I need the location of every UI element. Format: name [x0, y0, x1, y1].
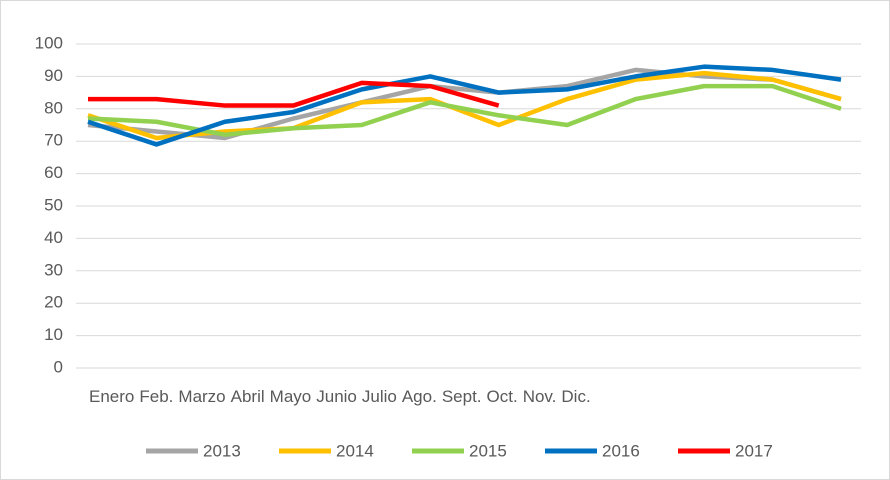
legend-label: 2014 — [336, 441, 374, 460]
y-tick-label: 80 — [44, 98, 63, 117]
y-tick-label: 30 — [44, 260, 63, 279]
x-tick-label: Marzo — [178, 387, 226, 406]
legend-label: 2013 — [203, 441, 241, 460]
x-tick-label: Nov. — [522, 387, 557, 406]
x-tick-label: Dic. — [561, 387, 591, 406]
y-tick-label: 20 — [44, 293, 63, 312]
y-tick-label: 50 — [44, 195, 63, 214]
y-tick-label: 0 — [54, 357, 63, 376]
y-tick-label: 70 — [44, 131, 63, 150]
x-tick-label: Ago. — [401, 387, 437, 406]
x-tick-label: Sept. — [441, 387, 482, 406]
y-tick-label: 90 — [44, 66, 63, 85]
x-axis-labels: Enero Feb. Marzo Abril Mayo Junio Julio Ago. Sep… — [89, 387, 591, 407]
x-tick-label: Junio — [316, 387, 357, 406]
x-tick-label: Mayo — [269, 387, 312, 406]
legend-label: 2016 — [602, 441, 640, 460]
line-series — [87, 67, 842, 141]
legend-label: 2015 — [469, 441, 507, 460]
legend-label: 2017 — [735, 441, 773, 460]
y-tick-label: 10 — [44, 325, 63, 344]
y-tick-label: 40 — [44, 228, 63, 247]
line-series — [88, 80, 500, 108]
y-tick-label: 100 — [35, 33, 63, 52]
line-series — [87, 83, 842, 137]
x-tick-label: Julio — [361, 387, 397, 406]
y-tick-label: 60 — [44, 163, 63, 182]
x-tick-label: Abril — [230, 387, 265, 406]
x-tick-label: Enero — [89, 387, 135, 406]
x-tick-label: Feb. — [139, 387, 174, 406]
x-tick-label: Oct. — [486, 387, 518, 406]
line-series — [87, 64, 842, 147]
